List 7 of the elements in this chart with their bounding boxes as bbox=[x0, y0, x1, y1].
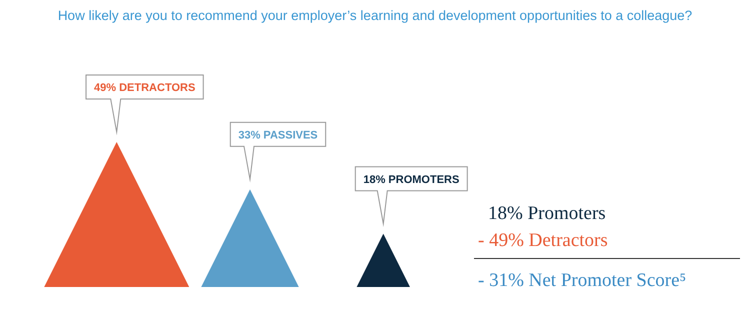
text: 18% Promoters bbox=[488, 203, 606, 225]
text: - 49% Detractors bbox=[478, 230, 608, 252]
data-label: 49% DETRACTORS bbox=[94, 82, 196, 94]
text: How likely are you to recommend your employer’s learning and development opportunities to a colleague? bbox=[56, 8, 694, 23]
text: - 31% Net Promoter Score⁵ bbox=[478, 270, 686, 292]
data-label: 18% PROMOTERS bbox=[363, 174, 460, 186]
data-label: 33% PASSIVES bbox=[238, 129, 318, 142]
